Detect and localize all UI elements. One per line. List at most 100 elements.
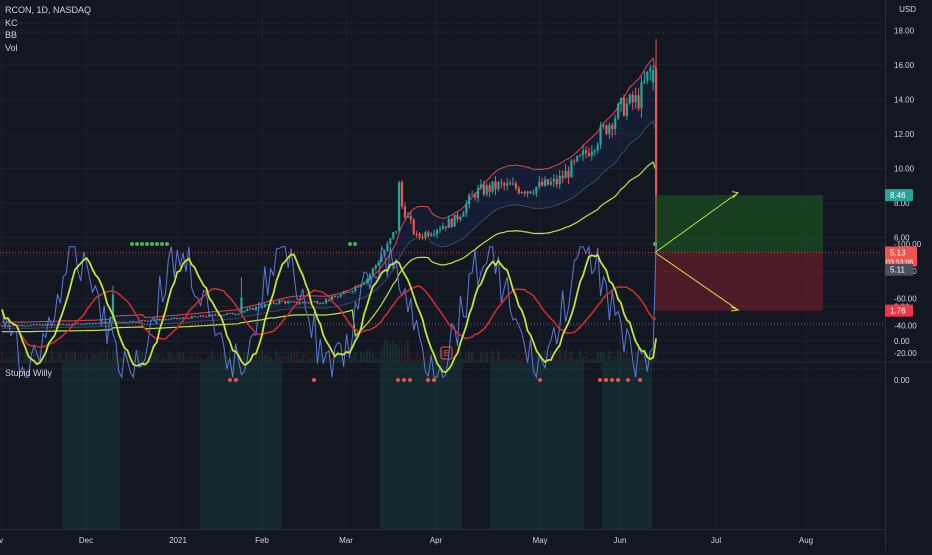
candle-body [473, 194, 477, 198]
volume-bar [100, 349, 103, 362]
candle-body [143, 320, 147, 322]
stop-price-tag-bg [885, 304, 913, 317]
indicator-kc-label[interactable]: KC [5, 17, 18, 28]
candle-body [152, 320, 155, 322]
prev-price-tag-text: 5.11 [890, 266, 906, 275]
volume-bar [497, 349, 500, 362]
candle-body [158, 319, 161, 321]
volume-bar [567, 353, 570, 362]
candle-body [228, 312, 231, 314]
volume-bar [520, 358, 523, 362]
candle-body [173, 317, 176, 319]
time-axis-label: Dec [79, 536, 93, 545]
indicator-vol-label[interactable]: Vol [5, 42, 18, 53]
volume-bar [529, 352, 532, 362]
volume-bar [424, 356, 427, 362]
volume-bar [266, 353, 269, 362]
stop-price-tag: 1.76 [885, 304, 913, 317]
overbought-dot [598, 378, 602, 382]
candle-body [418, 233, 421, 237]
candle-body [289, 301, 293, 303]
last-price-value: 5.13 [890, 249, 906, 258]
candle-body [599, 126, 602, 145]
candle-body [614, 118, 617, 130]
osc-axis-label: -60.00 [894, 294, 917, 303]
volume-bar [459, 349, 462, 362]
candle-body [494, 181, 497, 190]
volume-bar [59, 353, 62, 362]
candle-body [319, 303, 322, 305]
volume-bar [120, 357, 123, 362]
candle-body [225, 313, 228, 315]
volume-bar [587, 357, 590, 362]
volume-bar [392, 341, 395, 362]
volume-bar [345, 352, 348, 362]
volume-bar [538, 355, 541, 362]
candle-body [398, 182, 401, 232]
candle-body [386, 243, 389, 251]
price-axis-label: 12.00 [894, 130, 915, 139]
candle-body [374, 265, 377, 269]
volume-bar [74, 350, 76, 362]
oversold-dot [155, 242, 159, 246]
currency-label[interactable]: USD [899, 5, 916, 14]
volume-bar [196, 352, 199, 362]
candle-body [65, 324, 68, 326]
volume-bar [38, 351, 41, 362]
candle-body [646, 71, 649, 81]
candle-body [640, 82, 643, 109]
candle-body [184, 317, 188, 319]
volume-bar [614, 356, 617, 362]
candle-body [339, 294, 342, 297]
indicator-bb-label[interactable]: BB [5, 30, 18, 40]
overbought-dot [228, 378, 232, 382]
arrowhead-up [731, 191, 740, 199]
candle-body [333, 296, 336, 298]
oversold-dot [140, 242, 144, 246]
candle-body [53, 324, 56, 326]
candle-body [368, 274, 372, 280]
volume-bar [97, 354, 100, 362]
price-axis-label: 16.00 [894, 61, 915, 70]
candle-body [617, 104, 620, 119]
candle-body [526, 191, 529, 194]
candle-body [649, 68, 652, 72]
volume-bar [199, 357, 202, 362]
volume-bar [602, 352, 605, 362]
candle-body [272, 302, 275, 304]
symbol-title[interactable]: RCON, 1D, NASDAQ [5, 5, 92, 15]
candle-body [488, 185, 491, 192]
candle-body [176, 317, 179, 319]
volume-bar [184, 356, 187, 362]
volume-bar [444, 350, 447, 362]
volume-bar [368, 350, 371, 362]
oscillator-title[interactable]: Stupid Willy [5, 368, 53, 378]
volume-bar [541, 351, 544, 362]
candle-body [392, 232, 395, 239]
volume-bar [637, 356, 640, 362]
candle-body [430, 234, 433, 236]
candle-body [409, 215, 412, 220]
oversold-dot [165, 242, 169, 246]
oversold-dot [160, 242, 164, 246]
volume-bar [608, 350, 611, 362]
volume-bar [421, 358, 424, 362]
volume-bar [228, 349, 231, 362]
volume-bar [348, 357, 351, 362]
volume-bar [307, 356, 310, 362]
candle-body [76, 323, 80, 325]
volume-bar [582, 356, 585, 362]
volume-bar [179, 352, 182, 362]
volume-bar [482, 351, 485, 362]
candle-body [468, 194, 471, 204]
candle-body [412, 219, 415, 234]
candle-body [400, 182, 404, 207]
oscillator-fast-line [1, 253, 657, 374]
candle-body [365, 279, 369, 283]
volume-bar [596, 351, 599, 362]
candle-body [628, 94, 631, 104]
volume-bar [389, 345, 392, 362]
candle-body [275, 303, 278, 305]
